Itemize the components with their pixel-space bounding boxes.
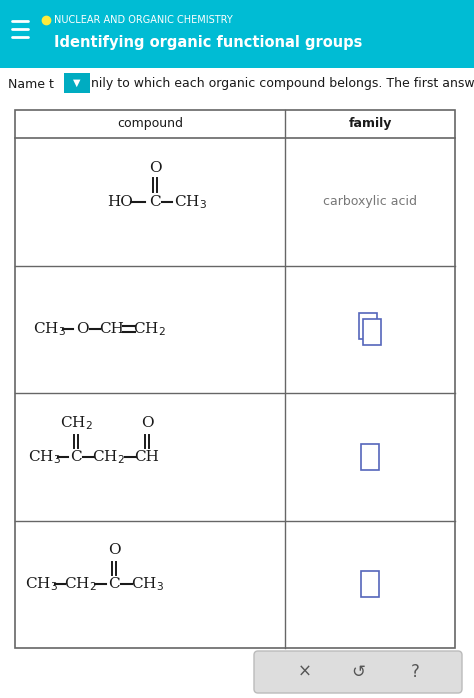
Text: ?: ? <box>410 663 419 681</box>
Text: O: O <box>76 322 88 336</box>
Bar <box>0 0 474 68</box>
Text: C: C <box>70 450 82 463</box>
Text: ▼: ▼ <box>73 78 81 88</box>
Text: family: family <box>348 117 392 131</box>
Text: C: C <box>108 577 120 591</box>
Text: NUCLEAR AND ORGANIC CHEMISTRY: NUCLEAR AND ORGANIC CHEMISTRY <box>54 15 233 25</box>
Bar <box>359 313 377 339</box>
Text: Identifying organic functional groups: Identifying organic functional groups <box>54 34 363 50</box>
Text: compound: compound <box>117 117 183 131</box>
Text: CH$_3$: CH$_3$ <box>25 575 57 593</box>
Bar <box>361 444 379 470</box>
Bar <box>15 110 455 648</box>
Text: CH$_3$: CH$_3$ <box>130 575 164 593</box>
Text: carboxylic acid: carboxylic acid <box>323 195 417 208</box>
Text: CH$_2$: CH$_2$ <box>64 575 96 593</box>
Text: O: O <box>108 543 120 557</box>
Text: CH: CH <box>100 322 125 336</box>
Bar <box>64 73 90 93</box>
Bar <box>361 571 379 597</box>
Text: CH$_3$: CH$_3$ <box>27 448 61 466</box>
Text: CH$_3$: CH$_3$ <box>173 193 207 211</box>
Text: C: C <box>149 195 161 209</box>
Text: O: O <box>141 416 153 430</box>
Text: Name t: Name t <box>8 77 54 91</box>
Text: CH$_2$: CH$_2$ <box>91 448 124 466</box>
Text: nily to which each organic compound belongs. The first answ: nily to which each organic compound belo… <box>91 77 474 91</box>
Text: CH: CH <box>135 450 159 463</box>
Text: O: O <box>149 161 161 174</box>
Bar <box>363 319 381 346</box>
Text: ×: × <box>298 663 312 681</box>
Text: ↺: ↺ <box>351 663 365 681</box>
Text: HO: HO <box>107 195 133 209</box>
FancyBboxPatch shape <box>254 651 462 693</box>
Text: CH$_2$: CH$_2$ <box>133 320 165 338</box>
Text: CH$_3$: CH$_3$ <box>33 320 65 338</box>
Text: CH$_2$: CH$_2$ <box>60 414 92 431</box>
